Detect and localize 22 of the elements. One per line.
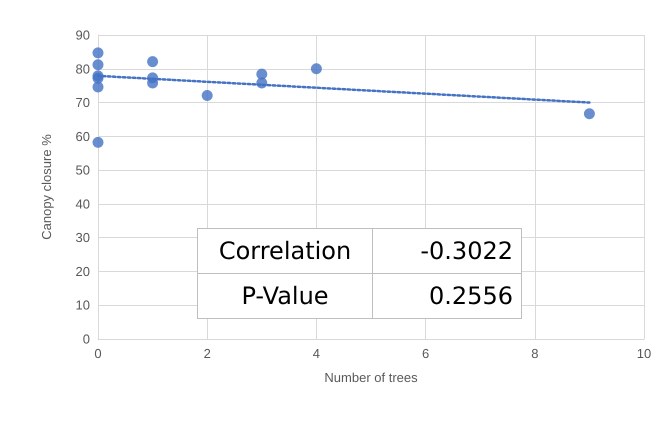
y-tick-label: 10 — [76, 298, 90, 313]
y-tick-label: 20 — [76, 264, 90, 279]
y-tick-label: 0 — [82, 332, 90, 346]
annotation: P-Value — [198, 274, 372, 318]
x-tick-label: 8 — [531, 346, 538, 361]
y-tick-label: 30 — [76, 230, 90, 246]
x-tick-label: 10 — [636, 346, 652, 361]
y-tick-label: 90 — [76, 28, 90, 42]
x-tick-label: 2 — [204, 346, 211, 361]
x-tick-label: 6 — [422, 346, 430, 361]
y-tick-label: 60 — [76, 128, 90, 144]
y-tick-label: 40 — [76, 196, 90, 212]
y-tick-label: 80 — [76, 61, 90, 76]
y-tick-label: 50 — [76, 162, 90, 178]
annotation: -0.3022 — [372, 228, 522, 274]
annotation: Correlation — [198, 228, 372, 274]
x-tick-label: 0 — [94, 346, 102, 361]
x-axis-title: Number of trees — [324, 370, 418, 385]
y-axis-title: Canopy closure % — [39, 134, 54, 240]
annotation: 0.2556 — [372, 274, 522, 318]
x-tick-label: 4 — [312, 346, 320, 361]
y-tick-label: 70 — [76, 95, 90, 110]
